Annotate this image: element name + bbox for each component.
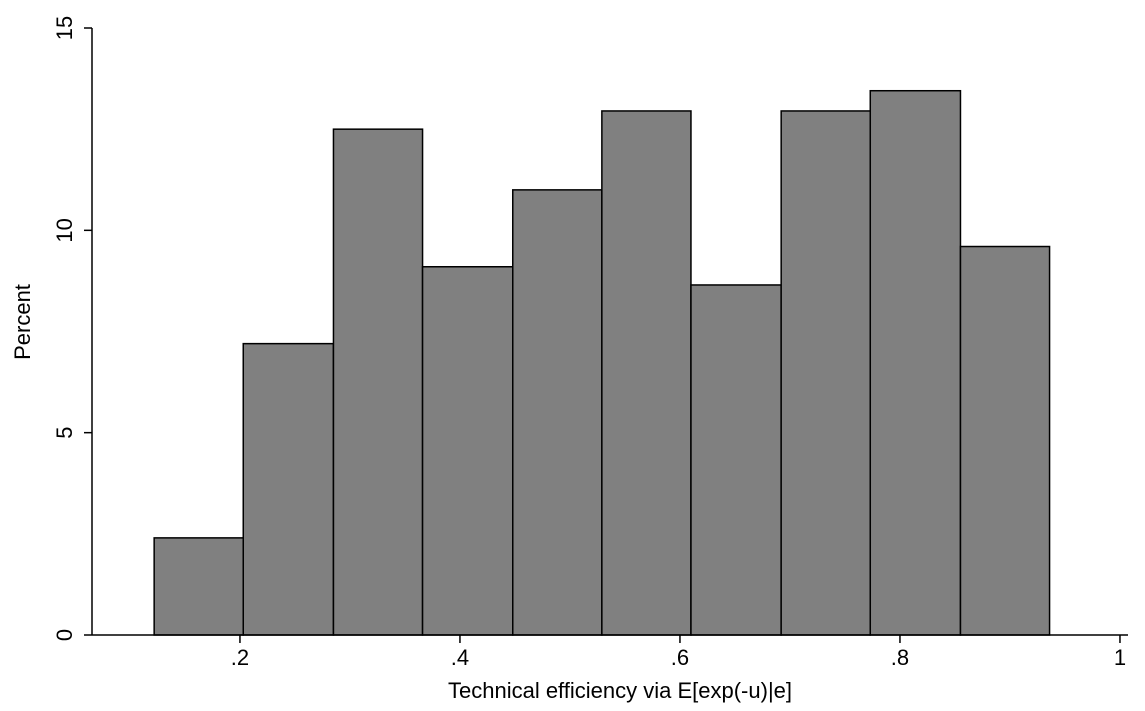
bar <box>332 128 424 636</box>
y-tick-label: 0 <box>52 629 77 641</box>
x-tick-label: .6 <box>671 645 689 670</box>
bar <box>421 266 514 636</box>
y-tick-label: 15 <box>52 16 77 40</box>
bar <box>690 284 782 636</box>
bar <box>601 110 692 636</box>
y-axis-label: Percent <box>10 284 35 360</box>
x-tick-label: .4 <box>451 645 469 670</box>
bar <box>869 89 962 636</box>
bar <box>959 245 1051 636</box>
y-tick-label: 5 <box>52 427 77 439</box>
x-axis-label: Technical efficiency via E[exp(-u)|e] <box>448 678 792 703</box>
y-tick-label: 10 <box>52 218 77 242</box>
bar <box>153 537 245 636</box>
bar <box>512 189 603 636</box>
x-tick-label: .8 <box>891 645 909 670</box>
x-tick-label: 1 <box>1114 645 1126 670</box>
bar <box>780 110 872 636</box>
bar <box>242 342 335 636</box>
x-tick-label: .2 <box>231 645 249 670</box>
